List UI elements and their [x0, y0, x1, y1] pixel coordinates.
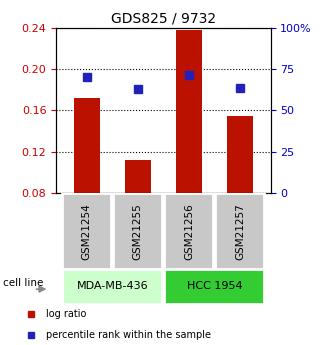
Title: GDS825 / 9732: GDS825 / 9732: [111, 11, 216, 25]
Text: cell line: cell line: [3, 278, 43, 288]
Text: GSM21255: GSM21255: [133, 203, 143, 259]
Text: HCC 1954: HCC 1954: [186, 282, 242, 291]
Bar: [164, 269, 264, 304]
Bar: [227, 116, 253, 193]
Text: GSM21257: GSM21257: [235, 203, 245, 259]
Text: GSM21256: GSM21256: [184, 203, 194, 259]
Text: MDA-MB-436: MDA-MB-436: [77, 282, 148, 291]
Text: log ratio: log ratio: [46, 309, 86, 319]
Bar: [62, 193, 111, 269]
Bar: [74, 98, 100, 193]
Bar: [62, 269, 162, 304]
Bar: [164, 193, 214, 269]
Bar: [176, 30, 202, 193]
Bar: [125, 160, 150, 193]
Bar: [113, 193, 162, 269]
Text: GSM21254: GSM21254: [82, 203, 92, 259]
Text: percentile rank within the sample: percentile rank within the sample: [46, 330, 211, 339]
Bar: [215, 193, 264, 269]
